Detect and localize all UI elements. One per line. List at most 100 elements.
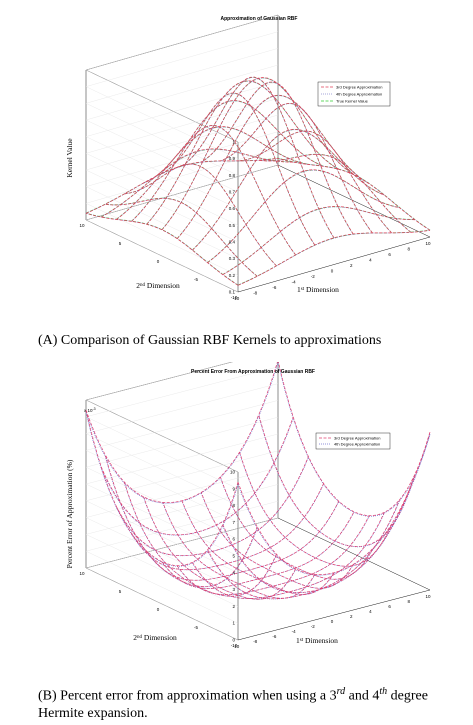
chart-b-title: Percent Error From Approximation of Gaus… <box>191 369 315 375</box>
z-tick-label: 3 <box>232 587 235 592</box>
surface-line-x <box>124 483 277 597</box>
surface-line-x <box>201 81 354 235</box>
surface-line-y <box>116 126 309 220</box>
chart-b-ylabel: 2nd Dimension <box>133 633 177 642</box>
surface-line-y <box>192 512 385 599</box>
chart-panel-a: 0.1 0.2 0.3 0.4 0.5 0.6 0.7 0.8 0.9 1 -10 -8 -6 -4 -2 0… <box>0 0 473 330</box>
y-tick-label: 0 <box>157 259 160 264</box>
wall-gridline <box>85 433 279 557</box>
chart-b-xlabel: 1st Dimension <box>296 636 338 645</box>
z-tick-label: 10 <box>230 470 236 475</box>
x-tick-label: -2 <box>311 274 315 279</box>
surface-line-x <box>239 130 392 234</box>
surface-line-y <box>146 80 339 225</box>
z-tick-label: 9 <box>232 486 235 491</box>
z-tick-label: 0.7 <box>229 190 236 195</box>
wall-gridline <box>85 417 279 540</box>
surface-line-x <box>162 92 316 246</box>
surface-line-x <box>258 153 412 233</box>
y-tick-label: 5 <box>119 589 122 594</box>
wall-gridline <box>85 64 279 193</box>
z-tick-label: 0.8 <box>229 173 236 178</box>
x-tick-label: 2 <box>350 263 353 268</box>
x-tick-label: 8 <box>408 599 411 604</box>
surface-line-y <box>146 501 340 581</box>
surface-line-y <box>207 499 400 600</box>
wall-gridline <box>85 81 279 209</box>
wall-gridline <box>85 48 279 176</box>
z-tick-label: 0.2 <box>229 273 236 278</box>
x-tick-label: 8 <box>408 247 411 252</box>
surface-line-x <box>181 500 335 595</box>
surface-line-y <box>222 474 416 593</box>
chart-a-ylabel: 2nd Dimension <box>136 281 180 290</box>
chart-b-zlabel: Percent Error of Approximation (%) <box>65 459 74 568</box>
axis-box-edge <box>237 236 431 293</box>
z-tick-label: 0.4 <box>229 240 236 245</box>
surface-line-y <box>161 511 355 589</box>
x-tick-label: 2 <box>350 614 353 619</box>
z-tick-label: 0.9 <box>229 156 236 161</box>
chart-a-legend: 3rd Degree Approximation 4th Degree Appr… <box>317 81 391 107</box>
surface-line-y <box>116 126 309 220</box>
surface-line-y <box>237 431 431 575</box>
x-tick-label: -10 <box>233 296 240 301</box>
axis-box-edge <box>277 164 431 238</box>
x-tick-label: -4 <box>292 280 296 285</box>
surface-line-x <box>124 163 277 267</box>
surface-line-y <box>85 158 279 214</box>
legend-b-label-4th: 4th Degree Approximation <box>334 442 380 447</box>
surface-line-x <box>85 409 239 566</box>
z-tick-label: 8 <box>232 503 235 508</box>
chart-a-xlabel: 1st Dimension <box>297 285 339 294</box>
surface-line-y <box>116 456 309 556</box>
surface-line-x <box>258 153 412 233</box>
x-tick-label: 0 <box>331 619 334 624</box>
y-tick-label: 10 <box>79 571 85 576</box>
surface-line-x <box>278 362 431 516</box>
surface-line-y <box>85 362 279 504</box>
wall-gridline <box>85 14 279 143</box>
surface-line-x <box>143 496 296 600</box>
surface-line-y <box>207 169 400 263</box>
chart-a-title: Approximation of Gaussian RBF <box>221 16 298 22</box>
wall-gridline <box>85 467 279 590</box>
surface-line-y <box>131 100 324 222</box>
x-tick-label: 6 <box>388 252 391 257</box>
x-tick-label: 4 <box>369 258 372 263</box>
x-tick-label: 10 <box>425 241 431 246</box>
surface-line-y <box>237 230 431 286</box>
surface-line-x <box>239 452 392 567</box>
wall-gridline <box>85 383 279 506</box>
z-tick-label: 1 <box>232 140 235 145</box>
surface-line-y <box>237 434 431 576</box>
surface-line-y <box>101 148 294 218</box>
surface-line-y <box>192 128 385 251</box>
surface-line-y <box>131 483 324 571</box>
caption-b: (B) Percent error from approximation whe… <box>38 686 428 721</box>
wall-gridline <box>85 450 279 573</box>
x-tick-label: -6 <box>272 634 276 639</box>
chart-a-zlabel: Kernel Value <box>65 138 74 178</box>
surface-line-y <box>176 94 370 239</box>
surface-line-x <box>239 453 392 567</box>
x-tick-label: -6 <box>272 285 276 290</box>
z-tick-label: 4 <box>232 570 235 575</box>
x-tick-label: 4 <box>369 609 372 614</box>
chart-a-svg: 0.1 0.2 0.3 0.4 0.5 0.6 0.7 0.8 0.9 1 -10 -8 -6 -4 -2 0… <box>65 14 431 301</box>
axis-box-edge <box>237 589 431 641</box>
y-tick-label: -5 <box>194 277 198 282</box>
surface-line-y <box>146 501 340 581</box>
y-tick-label: 10 <box>79 223 85 228</box>
surface-line-x <box>277 158 431 231</box>
surface-line-y <box>116 126 309 220</box>
surface-line-y <box>192 129 385 251</box>
surface-line-x <box>258 154 412 233</box>
legend-label-3rd: 3rd Degree Approximation <box>336 85 382 90</box>
surface-line-y <box>222 206 415 276</box>
surface-line-y <box>85 362 278 503</box>
y-tick-label: 0 <box>157 607 160 612</box>
surface-line-x <box>220 477 373 580</box>
wall-gridline <box>85 362 239 473</box>
wall-gridline <box>85 131 279 259</box>
